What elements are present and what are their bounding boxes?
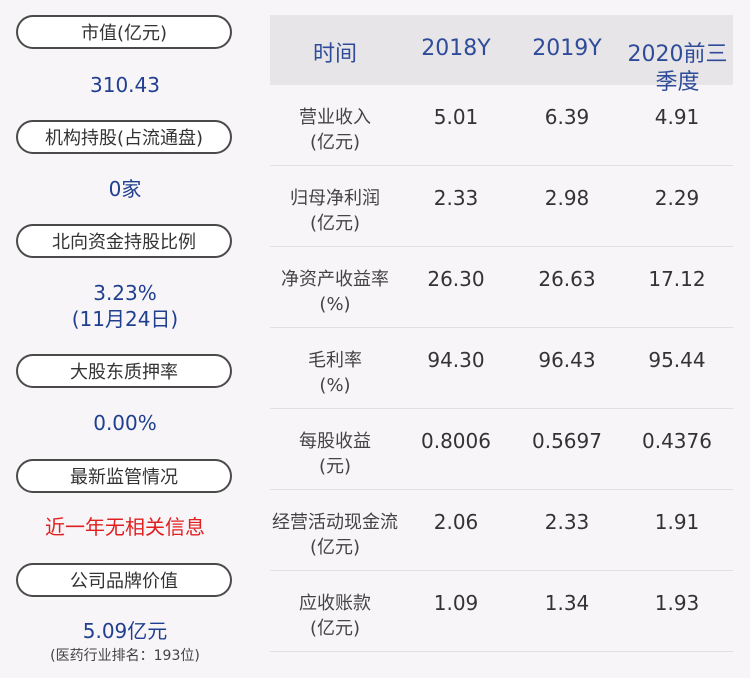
left-panel: 市值(亿元) 310.43 机构持股(占流通盘) 0家 北向资金持股比例 3.2… (0, 0, 250, 678)
row-label: 每股收益 (元) (299, 431, 371, 477)
row-label: 应收账款 (亿元) (299, 593, 371, 639)
market-cap-label: 市值(亿元) (16, 15, 232, 49)
table-row: 毛利率 (%) 94.30 96.43 95.44 (270, 328, 733, 409)
row-label: 毛利率 (%) (308, 350, 362, 396)
brand-value: 5.09亿元 (82, 619, 168, 643)
institution-holding-value: 0家 (108, 177, 142, 201)
cell-2019: 2.33 (544, 510, 590, 534)
brand-rank-note: (医药行业排名：193位) (50, 648, 200, 664)
northbound-ratio-date: (11月24日) (71, 307, 179, 331)
row-label: 营业收入 (亿元) (299, 107, 371, 153)
cell-2018: 2.33 (433, 186, 479, 210)
row-label: 经营活动现金流 (亿元) (272, 512, 398, 558)
cell-2018: 2.06 (433, 510, 479, 534)
table-row: 经营活动现金流 (亿元) 2.06 2.33 1.91 (270, 490, 733, 571)
cell-2018: 1.09 (433, 591, 479, 615)
cell-2019: 26.63 (538, 267, 596, 291)
cell-2018: 0.8006 (421, 429, 491, 453)
header-2019: 2019Y (532, 36, 602, 61)
cell-2020: 1.93 (654, 591, 700, 615)
table-row: 归母净利润 (亿元) 2.33 2.98 2.29 (270, 166, 733, 247)
cell-2020: 1.91 (654, 510, 700, 534)
row-label: 净资产收益率 (%) (281, 269, 389, 315)
market-cap-value: 310.43 (90, 73, 160, 97)
header-2020a: 2020前三 (627, 42, 728, 67)
table-header: 时间 2018Y 2019Y 2020前三 季度 (270, 15, 733, 95)
cell-2020: 95.44 (648, 348, 706, 372)
table-row: 每股收益 (元) 0.8006 0.5697 0.4376 (270, 409, 733, 490)
table-row: 应收账款 (亿元) 1.09 1.34 1.93 (270, 571, 733, 652)
cell-2018: 26.30 (427, 267, 485, 291)
cell-2018: 5.01 (433, 105, 479, 129)
cell-2018: 94.30 (427, 348, 485, 372)
financial-table: 时间 2018Y 2019Y 2020前三 季度 营业收入 (亿元) 5.01 6… (270, 15, 733, 652)
cell-2019: 6.39 (544, 105, 590, 129)
table-row: 营业收入 (亿元) 5.01 6.39 4.91 (270, 85, 733, 166)
northbound-ratio-label: 北向资金持股比例 (16, 224, 232, 258)
pledge-ratio-label: 大股东质押率 (16, 354, 232, 388)
cell-2020: 4.91 (654, 105, 700, 129)
cell-2019: 1.34 (544, 591, 590, 615)
cell-2019: 0.5697 (532, 429, 602, 453)
regulation-label: 最新监管情况 (16, 459, 232, 493)
header-2020b: 季度 (655, 70, 700, 95)
header-2018: 2018Y (421, 36, 491, 61)
northbound-ratio-value: 3.23% (93, 281, 157, 305)
cell-2019: 96.43 (538, 348, 596, 372)
pledge-ratio-value: 0.00% (93, 411, 157, 435)
regulation-value: 近一年无相关信息 (45, 515, 205, 539)
brand-value-label: 公司品牌价值 (16, 563, 232, 597)
cell-2020: 0.4376 (642, 429, 712, 453)
cell-2020: 2.29 (654, 186, 700, 210)
institution-holding-label: 机构持股(占流通盘) (16, 120, 232, 154)
cell-2019: 2.98 (544, 186, 590, 210)
table-row: 净资产收益率 (%) 26.30 26.63 17.12 (270, 247, 733, 328)
header-time: 时间 (312, 42, 357, 67)
cell-2020: 17.12 (648, 267, 706, 291)
row-label: 归母净利润 (亿元) (290, 188, 380, 234)
